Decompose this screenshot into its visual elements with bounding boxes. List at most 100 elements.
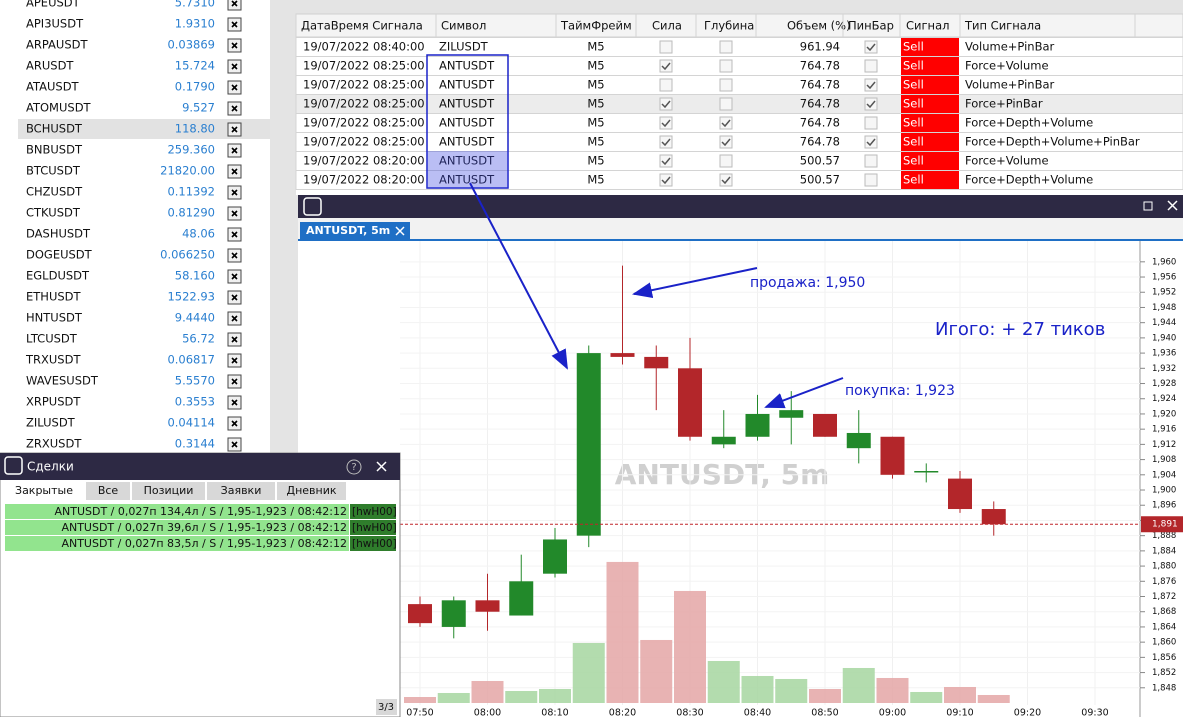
deals-tab[interactable] [86, 482, 130, 500]
volume-bar [876, 677, 909, 703]
remove-icon [231, 210, 238, 217]
cell: M5 [587, 135, 604, 149]
close-button[interactable] [1167, 200, 1178, 211]
checkmark [721, 176, 731, 185]
chart-tab[interactable] [300, 222, 410, 240]
tab-label: ANTUSDT, 5m [306, 224, 390, 237]
cell: Force+PinBar [965, 97, 1043, 111]
symbol-price: 0.04114 [167, 416, 215, 430]
y-tick-label: 1,872 [1152, 592, 1176, 602]
deals-tab[interactable] [4, 482, 84, 500]
column-header: Тип Сигнала [964, 19, 1041, 33]
current-price-box [1141, 516, 1183, 533]
symbol-name: ZILUSDT [26, 416, 76, 430]
deals-title: Сделки [27, 460, 74, 474]
cell: ZILUSDT [439, 40, 489, 54]
deals-tab[interactable] [207, 482, 275, 500]
signal-cell [901, 38, 959, 56]
signal-cell [901, 171, 959, 189]
remove-icon [231, 420, 238, 427]
column-header: Объем (%) [787, 19, 851, 33]
cell: 19/07/2022 08:25:00 [303, 97, 425, 111]
symbol-price: 0.1790 [175, 80, 215, 94]
deals-tab-label: Все [98, 484, 119, 497]
y-tick-label: 1,888 [1152, 531, 1176, 541]
checkbox [864, 135, 878, 149]
checkbox [719, 154, 733, 168]
cell: Force+Depth+Volume [965, 116, 1093, 130]
checkmark [866, 100, 876, 109]
checkbox [659, 78, 673, 92]
symbol-price: 58.160 [175, 269, 215, 283]
symbol-price: 0.03869 [167, 38, 215, 52]
symbol-price: 5.5570 [175, 374, 215, 388]
maximize-button[interactable] [1143, 201, 1153, 211]
symbol-name: EGLDUSDT [26, 269, 90, 283]
chart-window [298, 195, 1183, 717]
cell: M5 [587, 116, 604, 130]
symbol-name: BTCUSDT [26, 164, 81, 178]
symbol-name: WAVESUSDT [26, 374, 99, 388]
deal-row [5, 520, 349, 535]
y-tick-label: 1,856 [1152, 653, 1176, 663]
checkbox [864, 78, 878, 92]
y-tick-label: 1,920 [1152, 409, 1176, 419]
x-tick-label: 09:20 [1014, 708, 1041, 717]
cell: M5 [587, 97, 604, 111]
checkbox [659, 135, 673, 149]
candle-body [610, 353, 635, 357]
candle-body [441, 600, 466, 627]
cell: 19/07/2022 08:40:00 [303, 40, 425, 54]
remove-icon [231, 294, 238, 301]
checkbox [659, 59, 673, 73]
checkbox [864, 173, 878, 187]
cell: ANTUSDT [439, 78, 495, 92]
checkmark [866, 43, 876, 52]
column-header: Сигнал [906, 19, 949, 33]
y-tick-label: 1,948 [1152, 303, 1176, 313]
volume-bar [775, 678, 808, 703]
candle-body [408, 604, 432, 624]
candle-body [509, 581, 534, 616]
cell: Sell [903, 40, 924, 54]
remove-button[interactable] [227, 0, 242, 11]
cell: 19/07/2022 08:25:00 [303, 135, 425, 149]
volume-bar [707, 660, 740, 703]
column-header: Символ [441, 19, 486, 33]
deals-tab-label: Дневник [286, 484, 336, 497]
x-tick-label: 09:30 [1081, 708, 1108, 717]
table-rows: ДатаВремя Сигнала Символ ТаймФрейм Сила Глуб… [295, 14, 1183, 190]
deals-tab-label: Закрытые [15, 484, 73, 497]
cell: 19/07/2022 08:25:00 [303, 78, 425, 92]
deals-tab[interactable] [132, 482, 205, 500]
cell: ANTUSDT [439, 154, 495, 168]
remove-icon [231, 0, 238, 7]
symbol-price: 48.06 [182, 227, 215, 241]
y-tick-label: 1,860 [1152, 638, 1176, 648]
help-button[interactable] [346, 459, 362, 475]
symbol-list [0, 0, 270, 455]
total-annotation: Игого: + 27 тиков [935, 319, 1105, 340]
checkbox [719, 78, 733, 92]
checkmark [721, 138, 731, 147]
y-tick-label: 1,916 [1152, 425, 1176, 435]
cell: M5 [587, 78, 604, 92]
candle-body [914, 471, 939, 473]
deal-row [5, 504, 349, 519]
deals-content: Закрытые Все Позиции Заявки Дневник ANTUSDT /… [4, 482, 397, 551]
symbol-name: ZRXUSDT [26, 437, 82, 451]
remove-icon [231, 336, 238, 343]
candle-body [948, 478, 972, 510]
cell: 19/07/2022 08:25:00 [303, 59, 425, 73]
checkbox [719, 97, 733, 111]
tab-close[interactable] [395, 226, 405, 236]
checkbox [659, 97, 673, 111]
cell: ANTUSDT [439, 173, 495, 187]
symbol-price: 0.066250 [160, 248, 215, 262]
close-button[interactable] [376, 461, 387, 472]
counter-box [376, 699, 397, 715]
checkmark [866, 81, 876, 90]
deals-tab[interactable] [277, 482, 346, 500]
cell: Sell [903, 154, 924, 168]
symbol-name: XRPUSDT [26, 395, 81, 409]
